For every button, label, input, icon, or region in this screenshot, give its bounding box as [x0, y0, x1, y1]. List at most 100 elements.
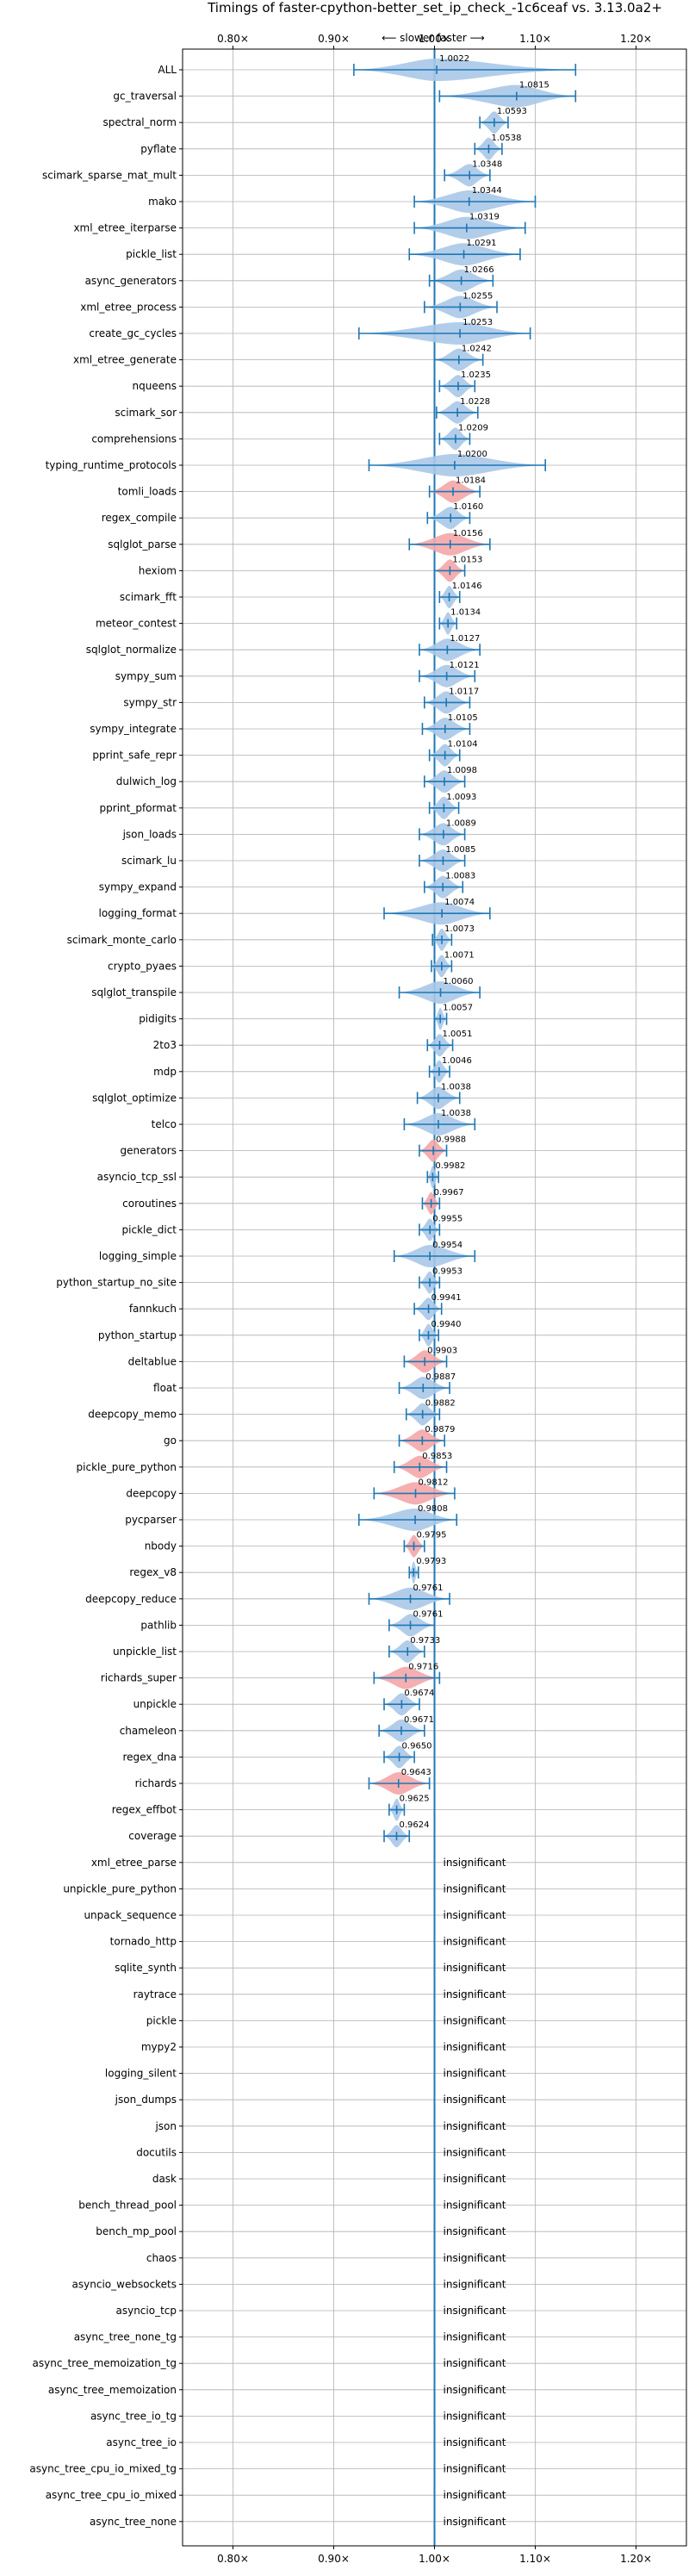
benchmark-label: scimark_fft: [120, 591, 177, 603]
chart-title: Timings of faster-cpython-better_set_ip_…: [207, 0, 662, 16]
benchmark-label: pathlib: [140, 1619, 177, 1631]
benchmark-label: unpack_sequence: [84, 1909, 177, 1921]
benchmark-label: pycparser: [125, 1514, 177, 1526]
value-label: 0.9674: [404, 1689, 434, 1698]
benchmark-label: json: [154, 2120, 177, 2132]
benchmark-label: scimark_monte_carlo: [67, 934, 177, 946]
value-label: 1.0071: [444, 950, 475, 960]
benchmark-label: pickle_dict: [122, 1223, 177, 1235]
value-label: 1.0253: [462, 318, 493, 327]
value-label: 0.9716: [408, 1663, 438, 1672]
violins: [353, 59, 577, 1848]
benchmark-label: unpickle: [133, 1698, 177, 1710]
benchmark-label: float: [153, 1382, 177, 1394]
benchmark-label: logging_simple: [99, 1250, 177, 1262]
insignificant-label: insignificant: [444, 1882, 506, 1895]
value-label: 0.9887: [425, 1372, 456, 1382]
value-label: 1.0156: [453, 529, 483, 538]
benchmark-label: deepcopy_reduce: [85, 1593, 177, 1605]
benchmark-label: xml_etree_generate: [73, 354, 177, 366]
benchmark-label: async_tree_memoization: [48, 2384, 177, 2396]
benchmark-label: meteor_contest: [96, 618, 177, 630]
benchmark-label: async_tree_io: [106, 2436, 177, 2448]
value-label: 1.0153: [452, 555, 482, 564]
benchmark-label: logging_silent: [105, 2068, 177, 2080]
benchmark-label: tomli_loads: [118, 486, 177, 498]
value-label: 1.0038: [441, 1109, 471, 1118]
value-label: 1.0121: [450, 661, 480, 670]
insignificant-label: insignificant: [444, 2200, 506, 2212]
benchmark-label: json_loads: [122, 828, 177, 840]
value-label: 1.0291: [467, 239, 497, 248]
benchmark-label: pyflate: [140, 143, 177, 155]
benchmark-label: sympy_expand: [99, 881, 177, 893]
benchmark-label: sympy_integrate: [90, 723, 177, 735]
benchmark-label: coroutines: [122, 1198, 177, 1210]
benchmark-label: generators: [120, 1145, 177, 1157]
benchmark-label: pickle_list: [126, 248, 177, 260]
benchmark-label: comprehensions: [91, 432, 177, 445]
value-label: 1.0104: [448, 740, 478, 750]
benchmark-label: gc_traversal: [113, 90, 177, 103]
insignificant-label: insignificant: [444, 2225, 506, 2237]
value-label: 1.0105: [448, 713, 478, 723]
value-label: 0.9643: [401, 1768, 431, 1777]
x-tick-label-bottom: 0.90×: [318, 2553, 350, 2565]
benchmark-label: scimark_sparse_mat_mult: [42, 169, 177, 181]
benchmark-label: asyncio_tcp_ssl: [97, 1171, 177, 1183]
benchmark-label: pprint_pformat: [100, 802, 177, 814]
value-label: 0.9879: [425, 1425, 455, 1434]
value-label: 1.0348: [472, 159, 502, 169]
value-label: 0.9733: [410, 1636, 440, 1646]
benchmark-label: tornado_http: [110, 1936, 177, 1948]
value-label: 1.0593: [497, 107, 527, 116]
benchmark-label: regex_dna: [122, 1751, 177, 1763]
benchmark-label: deepcopy_memo: [88, 1409, 177, 1421]
x-tick-label-top: 1.20×: [620, 33, 652, 45]
insignificant-label: insignificant: [444, 2068, 506, 2080]
benchmark-label: raytrace: [133, 1988, 177, 2000]
benchmark-label: async_tree_cpu_io_mixed: [46, 2489, 177, 2501]
insignificant-label: insignificant: [444, 2384, 506, 2396]
insignificant-label: insignificant: [444, 2516, 506, 2528]
benchmark-label: docutils: [136, 2146, 177, 2158]
benchmark-label: nbody: [145, 1540, 177, 1552]
x-tick-label-bottom: 0.80×: [217, 2553, 249, 2565]
value-label: 1.0074: [444, 898, 475, 907]
benchmark-label: sqlite_synth: [115, 1962, 177, 1974]
x-tick-label-bottom: 1.20×: [620, 2553, 652, 2565]
benchmark-label: crypto_pyaes: [108, 960, 177, 972]
benchmark-label: unpickle_pure_python: [63, 1882, 177, 1895]
value-label: 1.0242: [462, 345, 492, 354]
insignificant-label: insignificant: [444, 1857, 506, 1869]
benchmark-label: chaos: [146, 2252, 177, 2264]
benchmark-label: hexiom: [139, 564, 177, 576]
x-tick-label-top: 1.00×: [419, 33, 450, 45]
insignificant-label: insignificant: [444, 2331, 506, 2343]
benchmark-label: xml_etree_iterparse: [73, 222, 177, 234]
benchmark-label: sqlglot_parse: [108, 538, 177, 551]
benchmark-label: async_tree_none: [90, 2516, 177, 2528]
insignificant-label: insignificant: [444, 2463, 506, 2475]
benchmark-label: ALL: [158, 64, 177, 76]
value-label: 0.9953: [432, 1267, 462, 1277]
benchmark-label: regex_compile: [102, 512, 177, 524]
plot-frame: [182, 48, 687, 2547]
value-label: 1.0200: [457, 450, 487, 459]
value-label: 1.0127: [450, 634, 480, 644]
benchmark-label: sqlglot_normalize: [86, 644, 177, 656]
value-label: 1.0060: [444, 977, 474, 986]
benchmark-label: pidigits: [139, 1013, 177, 1025]
value-label: 1.0073: [444, 924, 475, 934]
value-label: 0.9671: [404, 1715, 434, 1725]
benchmark-label: sympy_str: [123, 696, 177, 708]
value-label: 1.0184: [456, 476, 486, 486]
value-label: 1.0051: [442, 1030, 472, 1039]
benchmark-label: async_tree_memoization_tg: [33, 2357, 177, 2369]
insignificant-label: insignificant: [444, 2173, 506, 2185]
value-label: 1.0319: [469, 213, 500, 222]
benchmark-label: typing_runtime_protocols: [46, 459, 177, 471]
benchmark-label: go: [164, 1434, 177, 1447]
value-label: 1.0083: [445, 872, 475, 881]
value-label: 0.9988: [436, 1136, 466, 1145]
